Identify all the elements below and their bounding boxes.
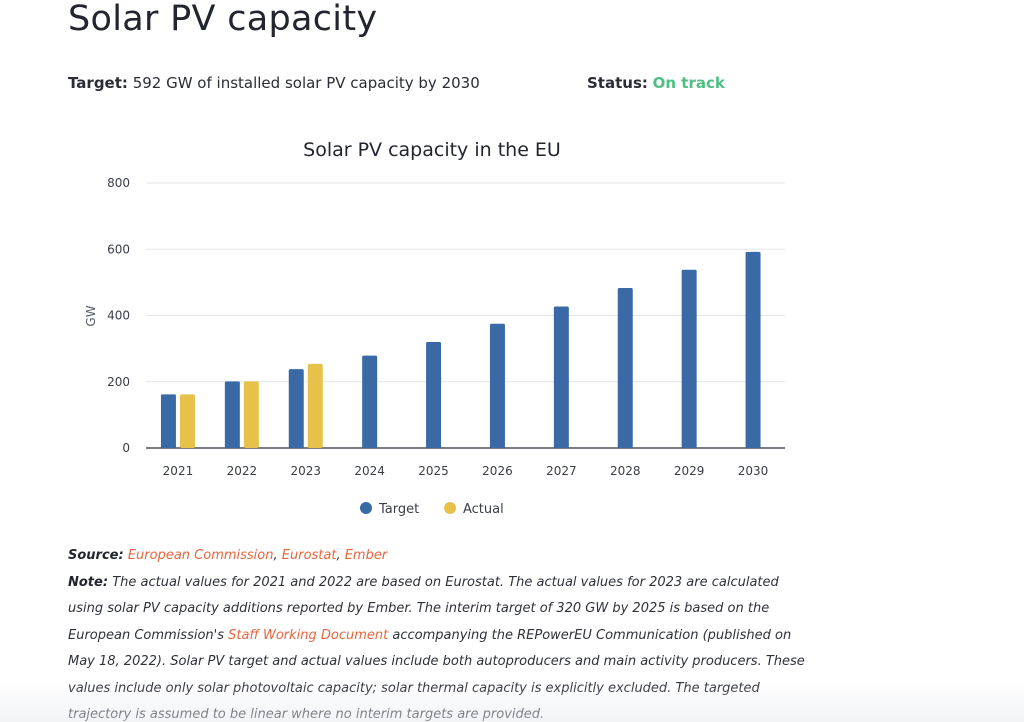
source-label: Source: xyxy=(68,548,124,563)
bar-target-2023 xyxy=(288,369,304,448)
bar-actual-2023 xyxy=(307,363,323,448)
bar-target-2029 xyxy=(681,269,697,448)
source-line: Source: European Commission, Eurostat, E… xyxy=(68,543,808,570)
note-paragraph: Note: The actual values for 2021 and 202… xyxy=(68,570,808,722)
source-link-eurostat[interactable]: Eurostat xyxy=(281,548,337,563)
bar-target-2027 xyxy=(553,306,569,448)
bar-target-2026 xyxy=(489,323,505,448)
legend-label-actual[interactable]: Actual xyxy=(463,502,504,517)
y-tick-label: 400 xyxy=(107,309,130,323)
source-separator: , xyxy=(273,548,282,563)
y-tick-label: 800 xyxy=(107,176,130,190)
chart-bars xyxy=(160,251,761,448)
status-value: On track xyxy=(652,74,725,92)
y-axis-label: GW xyxy=(84,305,98,326)
bar-target-2022 xyxy=(224,381,240,448)
staff-working-document-link[interactable]: Staff Working Document xyxy=(228,627,389,643)
x-tick-label: 2028 xyxy=(610,464,641,478)
x-tick-label: 2024 xyxy=(354,464,385,478)
bar-target-2021 xyxy=(160,394,176,448)
target-line: Target: 592 GW of installed solar PV cap… xyxy=(68,74,480,92)
legend-marker-actual[interactable] xyxy=(444,502,456,514)
y-tick-label: 600 xyxy=(107,242,130,256)
y-tick-label: 200 xyxy=(107,375,130,389)
solar-pv-chart: Solar PV capacity in the EU 0 200 400 600 80… xyxy=(84,139,785,517)
y-axis-ticks: 0 200 400 600 800 xyxy=(107,176,130,455)
status-line: Status: On track xyxy=(587,74,725,92)
x-tick-label: 2025 xyxy=(418,464,449,478)
page-title: Solar PV capacity xyxy=(68,0,378,39)
source-link-ember[interactable]: Ember xyxy=(344,548,388,563)
chart-title: Solar PV capacity in the EU xyxy=(303,139,561,161)
legend-marker-target[interactable] xyxy=(360,502,372,514)
bar-target-2025 xyxy=(426,342,442,448)
bar-target-2024 xyxy=(362,355,378,448)
x-tick-label: 2029 xyxy=(674,464,705,478)
target-text: 592 GW of installed solar PV capacity by… xyxy=(132,74,480,92)
source-link-european-commission[interactable]: European Commission xyxy=(127,548,274,563)
note-label: Note: xyxy=(68,574,109,590)
note-text-part1: The actual values for 2021 and 2022 are … xyxy=(68,574,779,643)
y-tick-label: 0 xyxy=(122,441,130,455)
x-tick-label: 2026 xyxy=(482,464,513,478)
x-tick-label: 2030 xyxy=(738,464,769,478)
bar-target-2030 xyxy=(745,251,761,448)
x-tick-label: 2027 xyxy=(546,464,577,478)
target-label: Target: xyxy=(68,74,128,92)
chart-notes: Source: European Commission, Eurostat, E… xyxy=(68,543,808,722)
bar-actual-2022 xyxy=(243,381,259,448)
chart-legend: Target Actual xyxy=(360,502,504,517)
bar-actual-2021 xyxy=(179,394,195,448)
status-label: Status: xyxy=(587,74,648,92)
x-axis-ticks: 2021 2022 2023 2024 2025 2026 2027 2028 2029 2030 xyxy=(163,464,769,478)
x-tick-label: 2023 xyxy=(290,464,321,478)
x-tick-label: 2022 xyxy=(227,464,258,478)
bar-target-2028 xyxy=(617,288,633,448)
source-separator: , xyxy=(336,548,345,563)
x-tick-label: 2021 xyxy=(163,464,194,478)
legend-label-target[interactable]: Target xyxy=(378,502,419,517)
